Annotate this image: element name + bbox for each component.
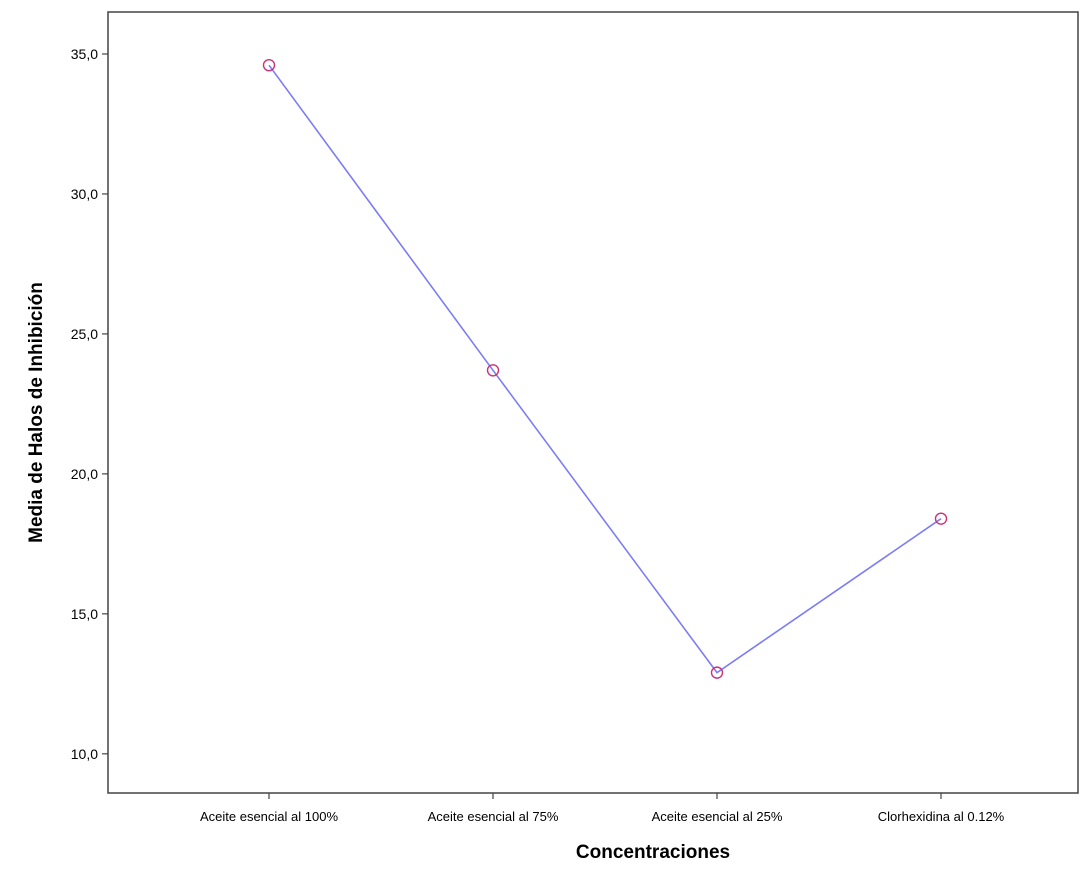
y-tick-label: 25,0 — [71, 326, 98, 342]
x-axis: Aceite esencial al 100% Aceite esencial a… — [200, 793, 1005, 824]
data-point — [486, 364, 500, 377]
x-tick-label: Aceite esencial al 100% — [200, 809, 338, 824]
y-axis: 10,0 15,0 20,0 25,0 30,0 35,0 — [71, 46, 108, 762]
series-line — [268, 64, 942, 674]
y-tick-label: 15,0 — [71, 606, 98, 622]
x-tick-label: Aceite esencial al 25% — [652, 809, 783, 824]
data-point — [710, 666, 724, 679]
y-tick-label: 35,0 — [71, 46, 98, 62]
data-point — [262, 58, 276, 72]
series-group — [262, 58, 948, 679]
y-axis-title: Media de Halos de Inhibición — [26, 282, 47, 543]
y-tick-label: 30,0 — [71, 186, 98, 202]
x-tick-label: Aceite esencial al 75% — [428, 809, 559, 824]
plot-frame — [107, 11, 1079, 794]
data-point — [934, 512, 948, 525]
x-tick-label: Clorhexidina al 0.12% — [878, 809, 1005, 824]
x-axis-title: Concentraciones — [576, 842, 730, 863]
y-tick-label: 10,0 — [71, 746, 98, 762]
y-tick-label: 20,0 — [71, 466, 98, 482]
